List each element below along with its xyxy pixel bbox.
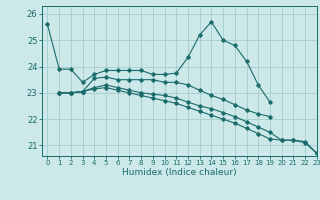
X-axis label: Humidex (Indice chaleur): Humidex (Indice chaleur) <box>122 168 236 177</box>
